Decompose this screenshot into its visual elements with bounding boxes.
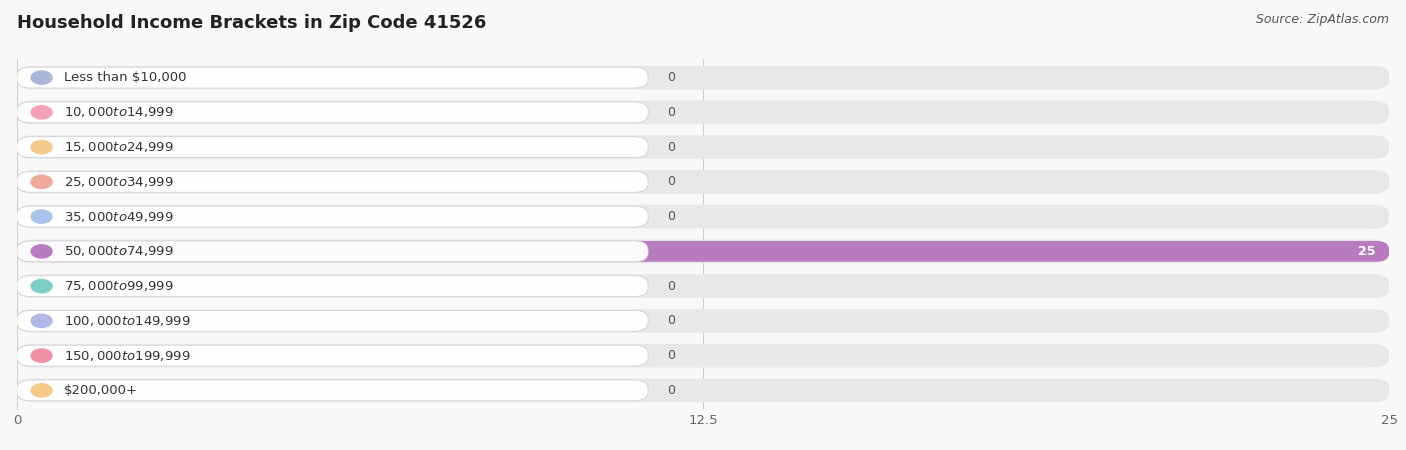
FancyBboxPatch shape xyxy=(17,241,648,262)
Text: 0: 0 xyxy=(668,279,675,292)
FancyBboxPatch shape xyxy=(17,310,648,331)
Text: 0: 0 xyxy=(668,384,675,397)
Text: 0: 0 xyxy=(668,176,675,189)
Text: 0: 0 xyxy=(668,315,675,328)
FancyBboxPatch shape xyxy=(17,344,1389,368)
FancyBboxPatch shape xyxy=(17,67,648,88)
FancyBboxPatch shape xyxy=(17,378,1389,402)
Text: 0: 0 xyxy=(668,210,675,223)
FancyBboxPatch shape xyxy=(17,100,1389,124)
FancyBboxPatch shape xyxy=(17,137,648,157)
Text: 0: 0 xyxy=(668,71,675,84)
Circle shape xyxy=(31,279,52,293)
Text: Household Income Brackets in Zip Code 41526: Household Income Brackets in Zip Code 41… xyxy=(17,14,486,32)
Text: Source: ZipAtlas.com: Source: ZipAtlas.com xyxy=(1256,14,1389,27)
Text: $10,000 to $14,999: $10,000 to $14,999 xyxy=(63,105,173,119)
Text: $100,000 to $149,999: $100,000 to $149,999 xyxy=(63,314,190,328)
FancyBboxPatch shape xyxy=(17,205,1389,229)
FancyBboxPatch shape xyxy=(17,380,648,401)
FancyBboxPatch shape xyxy=(17,102,648,123)
Circle shape xyxy=(31,210,52,223)
Text: $75,000 to $99,999: $75,000 to $99,999 xyxy=(63,279,173,293)
Text: Less than $10,000: Less than $10,000 xyxy=(63,71,186,84)
Text: 0: 0 xyxy=(668,140,675,153)
FancyBboxPatch shape xyxy=(17,66,1389,90)
Circle shape xyxy=(31,140,52,154)
Text: $150,000 to $199,999: $150,000 to $199,999 xyxy=(63,349,190,363)
FancyBboxPatch shape xyxy=(17,274,1389,298)
FancyBboxPatch shape xyxy=(17,206,648,227)
Circle shape xyxy=(31,175,52,189)
Text: 25: 25 xyxy=(1358,245,1375,258)
FancyBboxPatch shape xyxy=(17,171,648,192)
Text: $15,000 to $24,999: $15,000 to $24,999 xyxy=(63,140,173,154)
FancyBboxPatch shape xyxy=(17,276,648,297)
Text: 0: 0 xyxy=(668,106,675,119)
Circle shape xyxy=(31,106,52,119)
Circle shape xyxy=(31,349,52,362)
Text: $25,000 to $34,999: $25,000 to $34,999 xyxy=(63,175,173,189)
Text: 0: 0 xyxy=(668,349,675,362)
Circle shape xyxy=(31,245,52,258)
FancyBboxPatch shape xyxy=(17,239,1389,263)
FancyBboxPatch shape xyxy=(17,345,648,366)
FancyBboxPatch shape xyxy=(17,309,1389,333)
Circle shape xyxy=(31,314,52,328)
Text: $50,000 to $74,999: $50,000 to $74,999 xyxy=(63,244,173,258)
Text: $200,000+: $200,000+ xyxy=(63,384,138,397)
Circle shape xyxy=(31,71,52,84)
Circle shape xyxy=(31,384,52,397)
Text: $35,000 to $49,999: $35,000 to $49,999 xyxy=(63,210,173,224)
FancyBboxPatch shape xyxy=(17,170,1389,194)
FancyBboxPatch shape xyxy=(17,241,1389,262)
FancyBboxPatch shape xyxy=(17,135,1389,159)
